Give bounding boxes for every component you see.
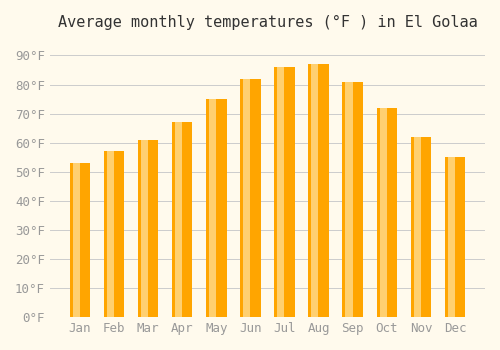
Bar xyxy=(380,108,386,317)
Bar xyxy=(104,152,124,317)
Bar xyxy=(376,108,397,317)
Bar xyxy=(138,140,158,317)
Bar xyxy=(277,67,284,317)
Title: Average monthly temperatures (°F ) in El Golaa: Average monthly temperatures (°F ) in El… xyxy=(58,15,478,30)
Bar xyxy=(209,99,216,317)
Bar xyxy=(445,157,465,317)
Bar xyxy=(448,157,455,317)
Bar xyxy=(72,163,80,317)
Bar xyxy=(243,79,250,317)
Bar xyxy=(308,64,329,317)
Bar xyxy=(70,163,90,317)
Bar xyxy=(141,140,148,317)
Bar xyxy=(206,99,227,317)
Bar xyxy=(240,79,260,317)
Bar xyxy=(172,122,193,317)
Bar xyxy=(274,67,294,317)
Bar xyxy=(414,137,421,317)
Bar xyxy=(175,122,182,317)
Bar xyxy=(346,82,352,317)
Bar xyxy=(106,152,114,317)
Bar xyxy=(312,64,318,317)
Bar xyxy=(410,137,431,317)
Bar xyxy=(342,82,363,317)
